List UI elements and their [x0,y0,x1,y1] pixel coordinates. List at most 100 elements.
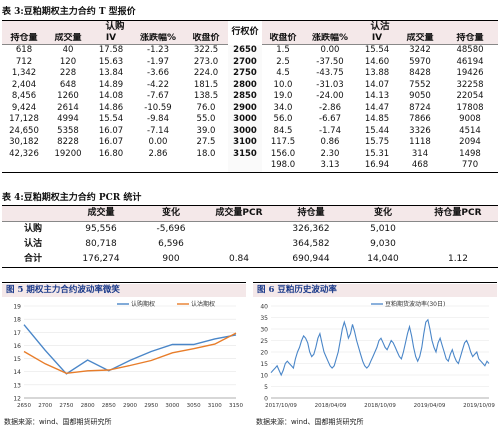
column-header: 持仓量PCR [418,205,498,222]
table-cell: 1118 [409,137,431,147]
y-tick-label: 0 [264,396,268,403]
table-cell: 2.86 [148,148,168,159]
table-cell: 84.5 [273,125,293,136]
table-cell: 3326 [409,125,431,136]
table-cell: 34.0 [273,102,293,113]
table-cell: 198.0 [262,160,304,173]
series-line-1 [270,318,490,377]
table-row: 8,456 1260 14.08 -7.67 138.5 2850 19.0 -24.00 14… [2,91,498,103]
column-header: 成交量 [64,205,138,222]
table-cell: 5358 [57,125,79,136]
table-row: 17,128 4994 15.54 -9.84 55.0 3000 56.0 -6.67 14.… [2,114,498,126]
table-cell: 3242 [409,45,431,55]
y-tick-label: 19 [13,304,21,311]
chart6-panel: 图 6 豆粕历史波动率 0 5 10 15 20 25 30 35 40 2017/10/09 20… [253,282,497,413]
table-row: 9,424 2614 14.86 -10.59 76.0 2900 34.0 -2.86 14.… [2,102,498,114]
table-cell: 181.5 [193,79,219,90]
table-cell: 14.85 [364,114,390,124]
table-cell: 900 [138,252,204,268]
table-cell: 2.30 [320,148,340,159]
strike-cell: 3100 [228,137,262,149]
table-cell: 8228 [57,137,79,147]
strike-cell: 3150 [228,148,262,160]
table-cell: 468 [398,160,442,173]
strike-cell: 2650 [228,44,262,57]
table-cell: -1.97 [147,56,169,67]
table-row: 712 120 15.63 -1.97 273.0 2700 2.5 -37.50 14.60 5… [2,56,498,68]
y-tick-label: 30 [260,327,268,334]
x-tick-label: 2900 [123,403,137,409]
y-tick-label: 5 [264,384,268,391]
table-cell: -1.23 [147,45,169,55]
chart5-panel: 图 5 期权主力合约波动率微笑 12 13 14 15 16 17 18 19 2650 2700… [2,282,246,413]
table-cell: 0.00 [320,45,340,55]
y-tick-label: 35 [260,315,268,322]
column-header: 收盘价 [262,32,304,45]
strike-header: 行权价 [228,20,262,45]
table-cell: 13.88 [364,68,390,78]
table-cell: 15.54 [364,45,390,55]
column-header: IV [356,32,398,45]
table-cell: 14.13 [364,91,390,101]
table-cell: 2,404 [11,79,37,90]
table-cell: 138.5 [193,91,219,101]
table-cell: 1.5 [276,45,290,55]
table-cell [184,160,228,173]
y-tick-label: 15 [260,361,268,368]
table-cell: 228 [59,68,77,78]
row-label: 认沽 [23,239,42,249]
x-tick-label: 2018/10/09 [364,403,396,409]
table-cell: -1.74 [319,125,341,136]
table-cell: 14,040 [348,252,418,268]
table-cell: 15.63 [98,56,124,67]
table-cell: 15.54 [98,114,124,124]
chart6-title: 图 6 豆粕历史波动率 [253,284,497,297]
table-row: 24,650 5358 16.07 -7.14 39.0 3000 84.5 -1.74 15.… [2,125,498,137]
table-cell: 156.0 [270,148,296,159]
x-tick-label: 2019/04/09 [414,403,446,409]
y-tick-label: 17 [13,330,21,337]
column-header: 收盘价 [184,32,228,45]
table-cell: -7.67 [147,91,169,101]
table-cell: -2.86 [319,102,341,113]
y-tick-label: 14 [13,369,21,376]
table-cell: 14.07 [364,79,390,90]
x-tick-label: 2750 [59,403,73,409]
t-quote-table: 认购 行权价 认沽 持仓量 成交量 IV 涨跌幅% 收盘价 收盘价 涨跌幅% IV 成交量 持仓量… [2,20,498,173]
table-cell: 42,326 [9,148,39,159]
column-header: 变化 [348,205,418,222]
table-cell: 1498 [459,148,481,159]
x-tick-label: 2700 [38,403,52,409]
table-cell: 27.5 [196,137,216,147]
table-cell: 24,650 [9,125,39,136]
column-header: 持仓量 [442,32,498,45]
table-cell: 22054 [456,91,484,101]
table-cell: -5,696 [156,224,186,234]
table-cell: 176,274 [64,252,138,268]
table-cell: 9,424 [11,102,37,113]
table-row: 30,182 8228 16.07 0.00 27.5 3100 117.5 0.86 15.7… [2,137,498,149]
table-cell: 18.0 [196,148,216,159]
chart5-source: 数据来源：wind、国都期货研究所 [4,418,112,426]
table-cell [46,160,90,173]
table-cell: 17,128 [9,114,39,124]
y-tick-label: 25 [260,338,268,345]
table-cell [418,237,498,252]
table-cell: -24.00 [316,91,344,101]
table-cell: 14.60 [364,56,390,67]
table-cell: -7.14 [147,125,169,136]
column-header: 成交量PCR [204,205,274,222]
table-cell: 95,556 [85,224,117,234]
row-label: 认购 [23,224,42,234]
y-tick-label: 16 [13,343,21,350]
x-tick-label: 2950 [144,403,158,409]
pcr-table: 成交量 变化 成交量PCR 持仓量 变化 持仓量PCR 认购 95,556 -5,696 326… [2,205,498,268]
table-cell: 120 [59,56,77,67]
chart5-title: 图 5 期权主力合约波动率微笑 [2,284,246,297]
strike-cell: 3000 [228,114,262,126]
column-header: 变化 [138,205,204,222]
table-cell: 770 [442,160,498,173]
table-cell: 39.0 [196,125,216,136]
table-cell: 224.0 [193,68,219,78]
table-cell [90,160,132,173]
